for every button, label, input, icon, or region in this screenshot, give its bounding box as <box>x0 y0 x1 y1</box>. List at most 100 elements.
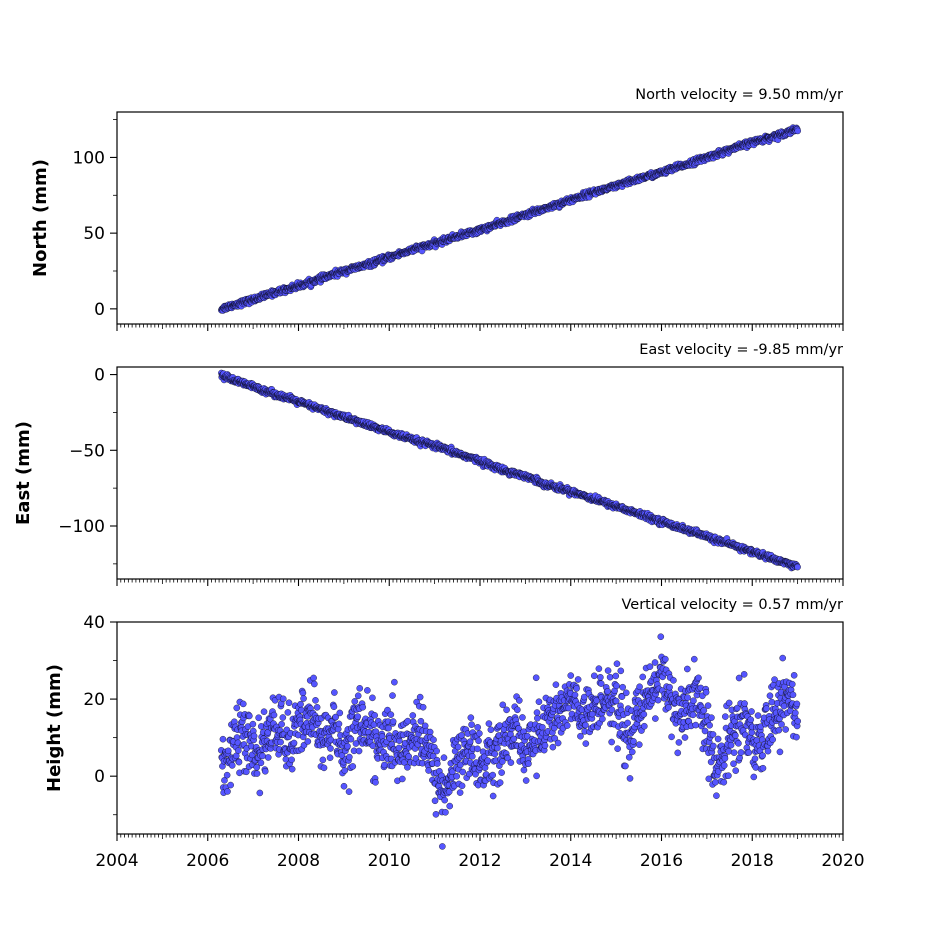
data-point <box>421 722 429 730</box>
data-point <box>369 694 376 702</box>
data-point <box>475 737 482 745</box>
data-point <box>735 740 742 747</box>
data-point <box>704 702 712 709</box>
data-point <box>249 720 257 728</box>
data-point <box>507 759 515 766</box>
data-point <box>725 772 732 779</box>
data-point <box>285 699 293 707</box>
data-point <box>259 752 266 760</box>
data-point <box>459 768 467 776</box>
y-tick-label: 50 <box>83 224 105 244</box>
data-point <box>690 697 697 704</box>
y-tick-label: −50 <box>69 441 105 461</box>
data-point <box>279 714 287 721</box>
data-point <box>395 744 403 752</box>
data-point <box>748 729 756 736</box>
data-point <box>279 695 287 703</box>
data-point <box>454 743 462 751</box>
data-point <box>775 726 783 734</box>
data-point <box>499 701 507 709</box>
north-ylabel: North (mm) <box>30 159 51 277</box>
data-point <box>622 762 629 770</box>
data-point <box>730 749 738 756</box>
data-point <box>369 742 377 750</box>
data-point <box>525 760 532 767</box>
data-point <box>264 754 272 761</box>
data-point <box>597 674 604 681</box>
data-point <box>768 698 776 706</box>
data-point <box>533 709 541 716</box>
data-point <box>372 779 379 786</box>
data-point <box>702 688 710 696</box>
data-point <box>788 680 796 688</box>
data-point <box>675 739 683 746</box>
y-tick-label: 100 <box>73 148 105 168</box>
data-point <box>491 750 499 758</box>
data-point <box>590 672 598 680</box>
data-point <box>349 763 357 770</box>
data-point <box>364 687 371 694</box>
data-point <box>789 691 797 699</box>
data-point <box>235 758 243 766</box>
data-point <box>456 789 464 796</box>
data-point <box>595 665 603 672</box>
data-point <box>582 721 589 729</box>
data-point <box>613 660 621 667</box>
data-point <box>727 741 735 749</box>
data-point <box>345 788 353 795</box>
data-point <box>793 733 800 741</box>
data-point <box>604 688 611 695</box>
data-point <box>651 659 659 666</box>
data-point <box>549 743 557 751</box>
data-point <box>330 703 338 711</box>
data-point <box>690 655 698 663</box>
data-point <box>670 677 677 684</box>
data-point <box>722 713 729 720</box>
data-point <box>441 796 448 804</box>
data-point <box>409 712 417 719</box>
data-point <box>494 744 501 752</box>
data-point <box>239 700 247 708</box>
data-point <box>288 756 295 764</box>
east-ylabel: East (mm) <box>13 421 34 525</box>
data-point <box>431 797 439 805</box>
data-point <box>759 752 766 759</box>
data-point <box>612 672 620 680</box>
data-point <box>484 757 492 764</box>
data-point <box>612 697 620 705</box>
data-point <box>604 667 612 674</box>
data-point <box>344 742 351 750</box>
data-point <box>355 747 363 755</box>
data-point <box>534 714 541 722</box>
data-point <box>458 782 466 790</box>
data-point <box>740 671 748 678</box>
data-point <box>255 714 262 722</box>
data-point <box>516 697 523 704</box>
data-point <box>639 673 646 681</box>
data-point <box>432 811 440 818</box>
data-point <box>769 736 776 743</box>
data-point <box>469 753 476 760</box>
data-point <box>745 749 753 756</box>
data-point <box>779 654 786 662</box>
data-point <box>416 693 424 701</box>
data-point <box>794 563 801 571</box>
data-point <box>662 655 669 663</box>
data-point <box>313 704 321 711</box>
data-point <box>277 738 284 746</box>
data-point <box>721 755 729 762</box>
data-point <box>563 722 571 729</box>
data-point <box>439 843 446 850</box>
data-point <box>681 734 689 741</box>
data-point <box>636 683 643 691</box>
data-point <box>359 703 367 711</box>
data-point <box>700 707 708 714</box>
data-point <box>250 732 258 740</box>
data-point <box>405 753 412 760</box>
data-point <box>554 739 562 747</box>
data-point <box>532 674 540 682</box>
data-point <box>224 747 232 755</box>
data-point <box>320 764 328 772</box>
data-point <box>737 749 745 756</box>
